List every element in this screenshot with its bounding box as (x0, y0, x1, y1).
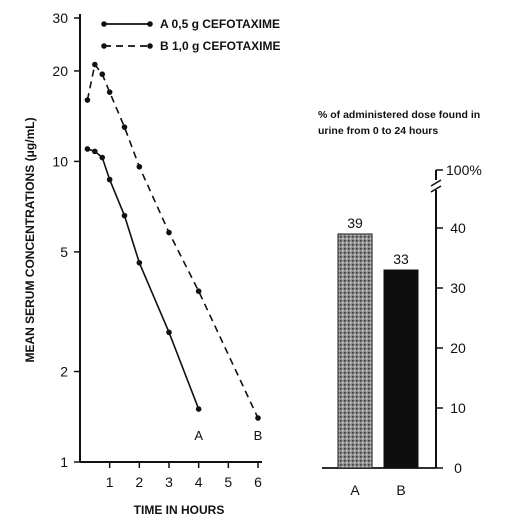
x-tick-label: 4 (195, 474, 203, 490)
bar-y-tick-label: 20 (450, 340, 466, 356)
chart-title-line: % of administered dose found in (318, 109, 480, 121)
y-tick-label: 10 (52, 153, 68, 169)
data-point-a (106, 176, 113, 183)
y-axis-title: MEAN SERUM CONCENTRATIONS (μg/mL) (23, 117, 37, 362)
series-end-label: A (194, 428, 203, 443)
data-point-a (84, 146, 91, 152)
data-point-a (99, 154, 106, 161)
bar-y-tick-label: 40 (450, 220, 466, 236)
data-point-b (136, 163, 143, 170)
bar-b (383, 269, 419, 469)
y-tick-label: 1 (60, 454, 68, 470)
data-point-b (99, 71, 106, 78)
legend-marker (147, 43, 153, 49)
y-tick-label: 2 (60, 364, 68, 380)
bar-value-label: 33 (393, 251, 409, 267)
data-point-a (195, 406, 202, 412)
data-point-b (84, 97, 91, 103)
data-point-a (92, 148, 98, 155)
data-point-b (106, 89, 113, 95)
legend-label: A 0,5 g CEFOTAXIME (160, 17, 280, 31)
data-point-a (121, 212, 128, 219)
bar-y-break-label: 100% (446, 162, 482, 178)
bar-y-tick-label: 30 (450, 280, 466, 296)
legend-marker (101, 43, 107, 49)
chart-title-line: urine from 0 to 24 hours (318, 125, 438, 137)
x-tick-label: 2 (135, 474, 143, 490)
legend-marker (147, 21, 153, 27)
legend-label: B 1,0 g CEFOTAXIME (160, 39, 280, 53)
data-point-b (166, 229, 172, 236)
x-tick-label: 1 (106, 474, 114, 490)
y-tick-label: 20 (52, 63, 68, 79)
legend-marker (101, 21, 107, 27)
bar-y-tick-label: 10 (450, 400, 466, 416)
data-point-b (121, 124, 128, 130)
x-axis-title: TIME IN HOURS (134, 503, 225, 517)
data-point-b (92, 61, 98, 68)
serum-concentration-line-chart: 30 20 10 5 2 1 1 2 3 4 5 6 MEAN SERUM CONCENTRATIONS… (23, 10, 280, 517)
x-tick-label: 5 (224, 474, 232, 490)
data-point-a (136, 259, 143, 266)
data-point-b (255, 415, 261, 421)
bar-category-label: A (350, 482, 360, 498)
axis-break-mark (430, 179, 442, 193)
data-point-a (166, 329, 172, 336)
bar-y-tick-label: 0 (454, 460, 462, 476)
bar-value-label: 39 (347, 215, 363, 231)
y-tick-label: 5 (60, 244, 68, 260)
series-line-b (86, 62, 259, 419)
x-tick-label: 3 (165, 474, 173, 490)
x-tick-label: 6 (254, 474, 262, 490)
bar-a (337, 233, 373, 469)
bar-category-label: B (396, 482, 405, 498)
urine-recovery-bar-chart: % of administered dose found in urine fro… (318, 109, 482, 498)
y-tick-label: 30 (52, 10, 68, 26)
series-end-label: B (254, 428, 263, 443)
data-point-b (195, 288, 202, 295)
series-line-a (87, 148, 200, 410)
